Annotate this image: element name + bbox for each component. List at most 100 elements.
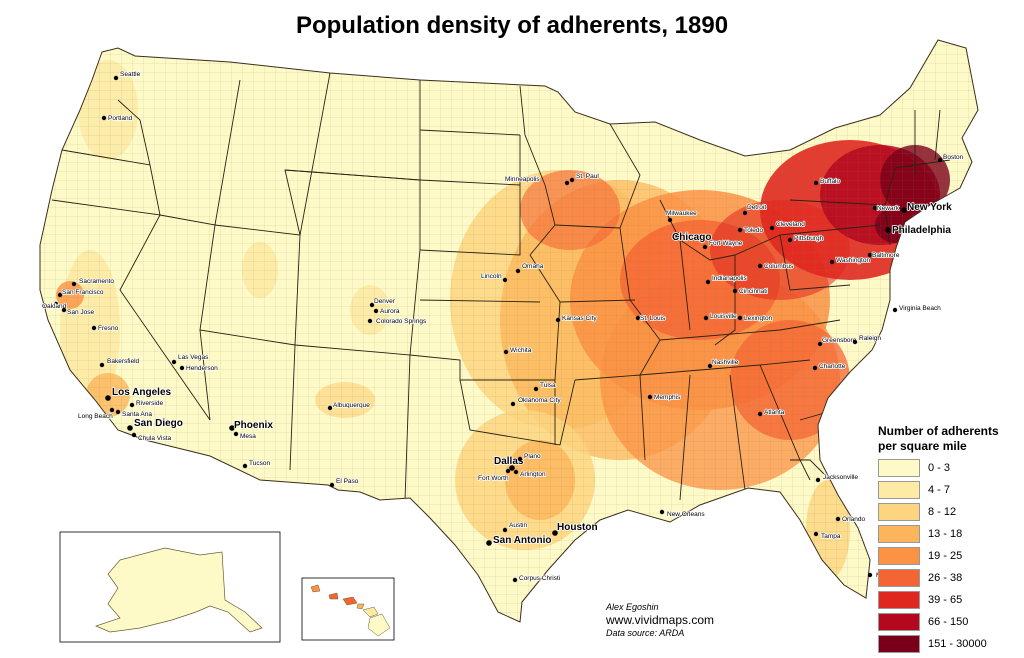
city-lexington: Lexington <box>737 314 773 323</box>
legend: 0 - 3 4 - 7 8 - 12 13 - 18 19 - 25 26 - 38 39 … <box>878 457 1018 655</box>
legend-item: 26 - 38 <box>878 567 1018 589</box>
city-label: Louisville <box>710 313 737 320</box>
legend-swatch <box>878 481 920 499</box>
city-albuquerque: Albuquerque <box>327 401 371 411</box>
city-marker <box>115 409 121 415</box>
city-toledo: Toledo <box>737 226 764 235</box>
city-santa-ana: Santa Ana <box>115 409 153 419</box>
legend-label: 8 - 12 <box>928 506 957 518</box>
city-long-beach: Long Beach <box>77 407 115 421</box>
city-label: Milwaukee <box>666 210 697 217</box>
city-marker <box>555 317 561 323</box>
city-denver: Denver <box>369 297 397 308</box>
city-marker <box>99 362 105 368</box>
city-st-paul: St. Paul <box>569 172 600 183</box>
city-riverside: Riverside <box>129 399 164 408</box>
city-marker <box>242 463 248 469</box>
city-marker <box>129 402 135 408</box>
credit-author: Alex Egoshin <box>606 602 659 612</box>
city-new-orleans: New Orleans <box>659 509 706 519</box>
credit-source: Data source: ARDA <box>606 628 685 638</box>
city-label: Pittsburgh <box>794 235 824 242</box>
city-buffalo: Buffalo <box>813 177 841 186</box>
city-san-jose: San Jose <box>61 307 95 317</box>
city-label: Charlotte <box>819 363 846 370</box>
state-borders <box>51 72 951 501</box>
legend-title-line1: Number of adherents <box>878 424 999 438</box>
city-marker <box>113 75 119 81</box>
city-label: Las Vegas <box>178 354 209 361</box>
city-label: Corpus Christi <box>519 575 560 582</box>
city-marker <box>892 307 898 313</box>
city-wichita: Wichita <box>503 346 532 355</box>
city-marker <box>502 277 508 283</box>
city-philadelphia: Philadelphia <box>885 224 952 237</box>
city-marker <box>61 307 67 313</box>
city-marker <box>329 482 335 488</box>
city-label: Sacramento <box>79 278 114 285</box>
city-label: Mesa <box>240 433 256 440</box>
city-label: Long Beach <box>78 413 113 420</box>
city-marker <box>564 180 570 186</box>
legend-label: 13 - 18 <box>928 528 963 540</box>
city-detroit: Detroit <box>742 203 767 216</box>
city-marker <box>705 279 711 285</box>
city-label: Greensboro <box>822 337 857 344</box>
credit-site: www.vividmaps.com <box>606 613 715 627</box>
city-marker <box>885 227 891 233</box>
city-marker <box>486 540 492 546</box>
city-marker <box>552 530 558 536</box>
map-title: Population density of adherents, 1890 <box>295 12 729 39</box>
city-marker <box>737 227 743 233</box>
city-marker <box>647 394 653 400</box>
legend-item: 66 - 150 <box>878 611 1018 633</box>
city-label: Buffalo <box>820 178 841 185</box>
city-charlotte: Charlotte <box>812 362 847 371</box>
city-label: San Antonio <box>493 535 552 546</box>
city-marker <box>510 401 516 407</box>
city-marker <box>812 365 818 371</box>
city-phoenix: Phoenix <box>229 419 274 432</box>
city-san-diego: San Diego <box>127 417 184 431</box>
city-marker <box>233 431 239 437</box>
city-atlanta: Atlanta <box>757 408 785 417</box>
city-baltimore: Baltimore <box>867 251 901 260</box>
city-label: Austin <box>509 522 527 529</box>
city-mesa: Mesa <box>233 431 257 441</box>
city-label: Fort Worth <box>478 475 509 482</box>
city-label: Oakland <box>42 303 67 310</box>
city-label: Chula Vista <box>138 435 172 442</box>
city-label: St. Louis <box>640 315 666 322</box>
city-marker <box>737 315 743 321</box>
city-marker <box>757 263 763 269</box>
city-omaha: Omaha <box>515 262 545 274</box>
city-layer: Seattle Portland Sacramento San Francisco Oa… <box>41 70 964 583</box>
city-marker <box>742 210 748 216</box>
city-label: Dallas <box>494 456 524 467</box>
legend-label: 66 - 150 <box>928 616 969 628</box>
city-label: Nashville <box>712 359 739 366</box>
city-label: Los Angeles <box>112 387 172 398</box>
city-marker <box>667 217 673 223</box>
city-label: Portland <box>108 115 133 122</box>
legend-item: 0 - 3 <box>878 457 1018 479</box>
city-label: San Francisco <box>62 289 104 296</box>
city-chicago: Chicago <box>671 231 712 244</box>
city-label: Raleigh <box>859 335 881 342</box>
city-label: Kansas City <box>562 315 597 322</box>
city-marker <box>101 115 107 121</box>
city-marker <box>127 425 133 431</box>
city-label: Aurora <box>380 308 400 315</box>
city-marker <box>503 349 509 355</box>
city-marker <box>817 341 823 347</box>
legend-item: 39 - 65 <box>878 589 1018 611</box>
city-marker <box>71 281 77 287</box>
city-corpus-christi: Corpus Christi <box>512 574 561 583</box>
city-new-york: New York <box>901 201 953 214</box>
city-marker <box>105 395 111 401</box>
city-marker <box>937 157 943 163</box>
city-label: San Diego <box>134 418 183 429</box>
legend-label: 0 - 3 <box>928 462 951 474</box>
city-label: Phoenix <box>234 420 273 431</box>
city-label: Memphis <box>654 394 681 401</box>
